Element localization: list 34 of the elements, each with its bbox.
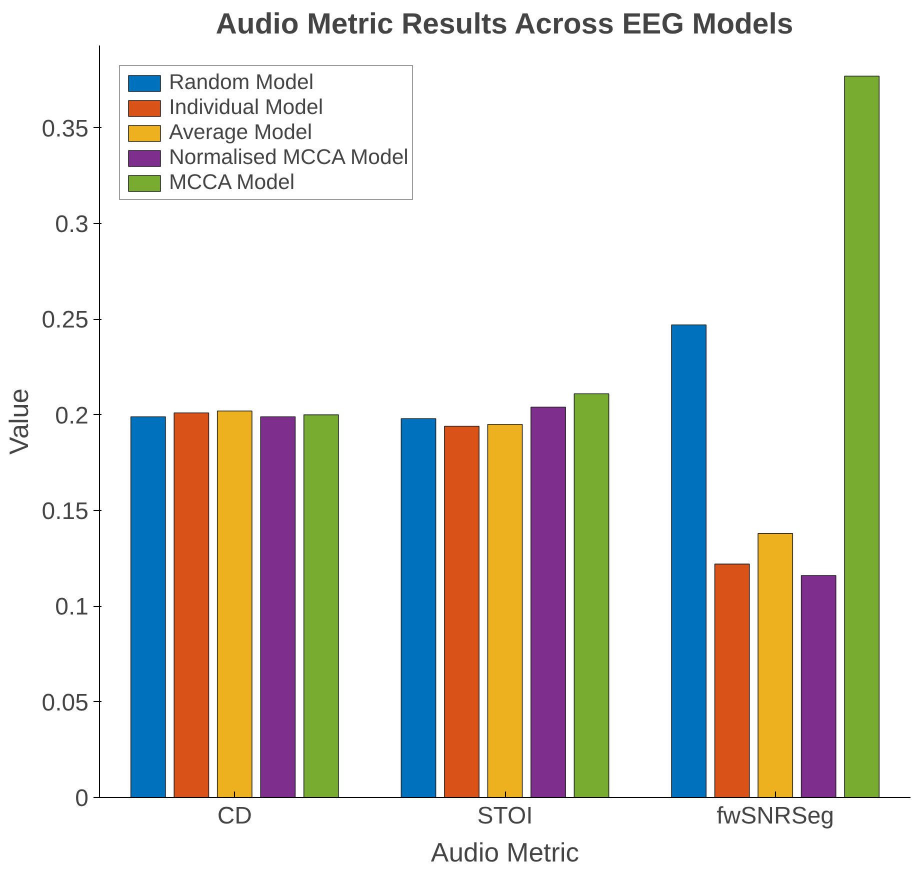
y-tick-label: 0.1 — [55, 594, 89, 621]
y-tick-label: 0 — [75, 785, 89, 812]
y-tick-label: 0.15 — [42, 498, 89, 525]
bar — [714, 564, 750, 798]
bar — [487, 424, 523, 798]
bar — [844, 76, 880, 798]
bar — [444, 426, 480, 798]
bar — [758, 533, 794, 798]
y-tick-label: 0.2 — [55, 402, 89, 430]
bar — [260, 416, 296, 798]
y-tick-label: 0.35 — [42, 115, 89, 142]
bar — [574, 393, 610, 798]
legend-label: Normalised MCCA Model — [169, 145, 408, 170]
legend-label: MCCA Model — [169, 170, 295, 195]
legend-label: Average Model — [169, 120, 312, 145]
bar — [671, 324, 707, 798]
x-tick-label: fwSNRSeg — [716, 802, 834, 830]
chart-title: Audio Metric Results Across EEG Models — [216, 8, 794, 40]
y-tick-label: 0.25 — [42, 306, 89, 334]
legend-label: Random Model — [169, 70, 314, 95]
y-tick-label: 0.3 — [55, 210, 89, 238]
bar — [530, 406, 566, 798]
legend-label: Individual Model — [169, 95, 324, 120]
bar — [174, 412, 210, 798]
bar — [130, 416, 166, 798]
bar — [800, 575, 836, 798]
y-tick-label: 0.05 — [42, 689, 89, 716]
bar — [400, 418, 436, 798]
y-axis-title: Value — [4, 388, 34, 455]
x-tick-label: CD — [217, 802, 252, 830]
bar — [216, 410, 252, 798]
bar — [303, 414, 339, 798]
x-tick-label: STOI — [477, 802, 533, 830]
x-axis-title: Audio Metric — [430, 838, 580, 868]
